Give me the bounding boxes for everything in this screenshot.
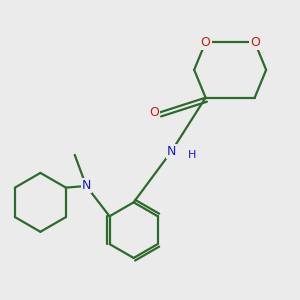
Text: N: N (167, 145, 176, 158)
Text: O: O (149, 106, 159, 119)
Text: O: O (201, 35, 211, 49)
Text: O: O (250, 35, 260, 49)
Text: H: H (188, 150, 196, 160)
Text: N: N (82, 179, 91, 193)
